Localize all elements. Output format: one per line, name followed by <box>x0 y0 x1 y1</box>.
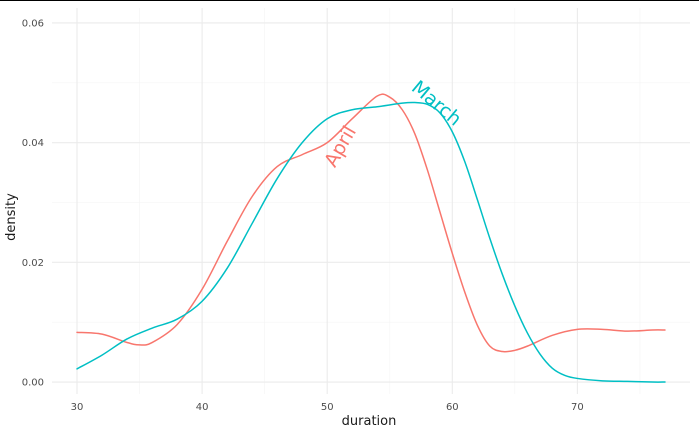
grid-lines <box>52 8 690 394</box>
y-tick-label: 0.00 <box>22 378 44 389</box>
x-tick-label: 60 <box>446 402 459 413</box>
curve-label-april: April <box>320 122 361 171</box>
tick-labels: 30 40 50 60 70 0.00 0.02 0.04 0.06 <box>22 18 584 413</box>
y-axis-title: density <box>4 193 19 241</box>
curve-label-march: March <box>407 76 466 130</box>
x-tick-label: 30 <box>71 402 84 413</box>
x-axis-title: duration <box>342 414 397 429</box>
x-tick-label: 50 <box>321 402 334 413</box>
x-tick-label: 40 <box>196 402 209 413</box>
top-border <box>0 0 699 1</box>
density-line-march <box>76 101 666 383</box>
density-line-april <box>76 93 666 353</box>
y-tick-label: 0.02 <box>22 258 44 269</box>
density-curves <box>76 93 666 383</box>
x-tick-label: 70 <box>571 402 584 413</box>
y-tick-label: 0.04 <box>22 138 44 149</box>
y-tick-label: 0.06 <box>22 18 44 29</box>
curve-labels: April March <box>320 76 465 171</box>
